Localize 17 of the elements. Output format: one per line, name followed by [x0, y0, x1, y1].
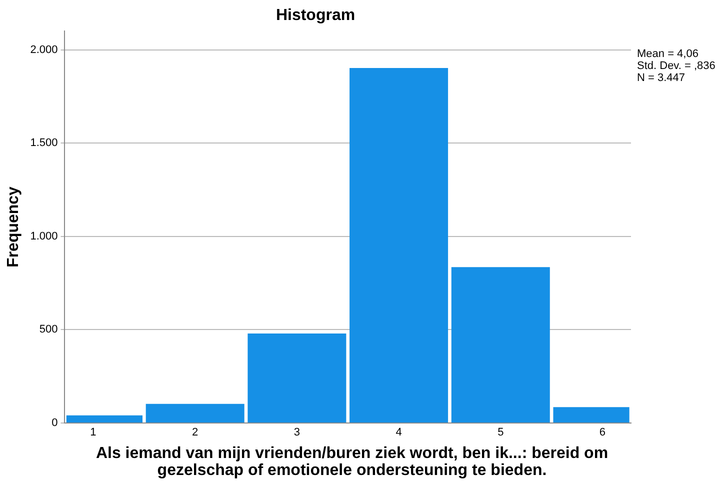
- x-tick-label: 6: [599, 426, 606, 438]
- x-axis-title: Als iemand van mijn vrienden/buren ziek wordt, ben ik...: bereid om gezelschap of emotionele ondersteuning te bieden.: [94, 445, 610, 479]
- x-tick-label: 3: [294, 426, 300, 438]
- chart-title: Histogram: [276, 7, 356, 24]
- text: Mean = 4,06: [637, 48, 700, 60]
- y-axis-title: Frequency: [5, 186, 22, 268]
- text: Std. Dev. = ,836: [637, 60, 716, 72]
- y-tick-label: 0: [52, 416, 58, 429]
- x-tick-label: 4: [396, 426, 402, 438]
- x-tick-label: 5: [498, 426, 504, 438]
- x-tick-label: 2: [192, 426, 198, 438]
- y-tick-label: 500: [39, 324, 58, 336]
- text: N = 3.447: [637, 72, 686, 84]
- y-tick-label: 1.500: [30, 137, 58, 150]
- x-tick-label: 1: [90, 426, 96, 438]
- y-tick-label: 1.000: [30, 230, 58, 242]
- y-tick-label: 2.000: [30, 44, 58, 56]
